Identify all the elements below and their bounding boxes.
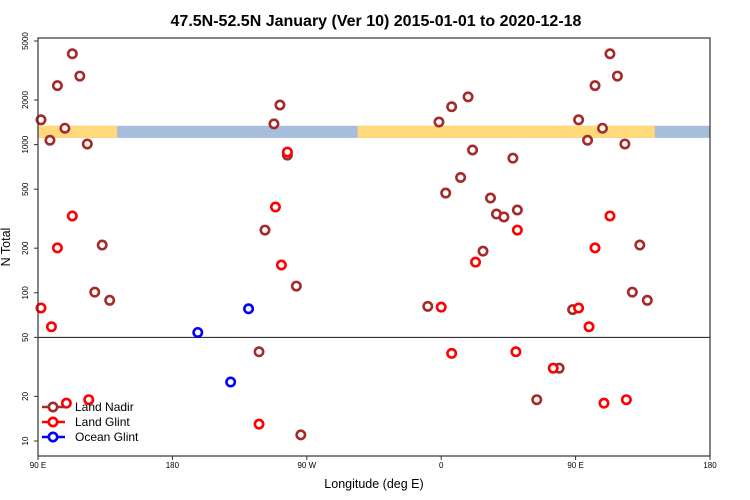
point-land-nadir xyxy=(268,118,280,130)
legend-marker xyxy=(47,431,59,443)
point-land-nadir xyxy=(295,429,307,441)
point-land-nadir xyxy=(589,80,601,92)
point-land-nadir xyxy=(104,294,116,306)
point-land-nadir xyxy=(611,70,623,82)
point-ocean-glint xyxy=(243,303,255,315)
point-land-nadir xyxy=(507,152,519,164)
x-tick-label: 0 xyxy=(439,461,444,470)
point-land-glint xyxy=(435,301,447,313)
y-tick-label: 1000 xyxy=(21,135,30,153)
land-band xyxy=(38,125,118,138)
point-land-nadir xyxy=(467,144,479,156)
point-land-nadir xyxy=(59,122,71,134)
point-land-glint xyxy=(66,210,78,222)
y-tick-label: 20 xyxy=(21,391,30,400)
point-land-glint xyxy=(547,362,559,374)
y-tick-label: 500 xyxy=(21,182,30,196)
y-tick-label: 5000 xyxy=(21,32,30,50)
point-land-glint xyxy=(510,346,522,358)
point-ocean-glint xyxy=(192,326,204,338)
x-axis-label: Longitude (deg E) xyxy=(324,477,423,491)
x-tick-label: 180 xyxy=(166,461,180,470)
point-land-glint xyxy=(446,347,458,359)
point-land-glint xyxy=(281,146,293,158)
point-land-nadir xyxy=(455,171,467,183)
x-tick-label: 90 E xyxy=(30,461,46,470)
point-land-nadir xyxy=(290,280,302,292)
point-land-nadir xyxy=(634,239,646,251)
y-tick-label: 200 xyxy=(21,241,30,255)
point-land-nadir xyxy=(253,346,265,358)
point-land-nadir xyxy=(66,48,78,60)
legend-label: Land Nadir xyxy=(75,400,134,414)
x-axis: 90 E 180 90 W 0 90 E 180 xyxy=(30,456,717,470)
point-land-glint xyxy=(275,259,287,271)
plot-frame xyxy=(37,37,711,457)
y-axis-label: N Total xyxy=(0,228,13,267)
chart-title: 47.5N-52.5N January (Ver 10) 2015-01-01 … xyxy=(171,13,582,30)
point-land-nadir xyxy=(596,122,608,134)
point-land-glint xyxy=(51,242,63,254)
point-land-nadir xyxy=(477,245,489,257)
y-tick-label: 2000 xyxy=(21,91,30,109)
y-tick-label: 50 xyxy=(21,332,30,341)
map-strip xyxy=(38,125,710,138)
point-land-glint xyxy=(620,394,632,406)
legend-label: Ocean Glint xyxy=(75,430,139,444)
point-land-glint xyxy=(604,210,616,222)
legend-label: Land Glint xyxy=(75,415,130,429)
point-land-nadir xyxy=(259,224,271,236)
legend-marker xyxy=(47,401,59,413)
land-band xyxy=(357,125,655,138)
point-ocean-glint xyxy=(225,376,237,388)
point-land-nadir xyxy=(433,116,445,128)
point-land-nadir xyxy=(446,101,458,113)
point-land-glint xyxy=(83,394,95,406)
point-land-nadir xyxy=(44,134,56,146)
point-land-nadir xyxy=(511,204,523,216)
point-land-glint xyxy=(35,302,47,314)
point-land-glint xyxy=(60,397,72,409)
x-tick-label: 90 E xyxy=(567,461,583,470)
point-land-nadir xyxy=(96,239,108,251)
data-points xyxy=(35,48,653,441)
point-land-nadir xyxy=(484,192,496,204)
y-tick-label: 10 xyxy=(21,436,30,445)
point-land-nadir xyxy=(89,286,101,298)
point-land-nadir xyxy=(35,114,47,126)
point-land-nadir xyxy=(573,114,585,126)
point-land-nadir xyxy=(604,48,616,60)
y-axis: 10 20 50 100 200 500 1000 2000 5000 xyxy=(21,32,38,445)
point-land-nadir xyxy=(422,300,434,312)
x-tick-label: 180 xyxy=(703,461,717,470)
point-land-nadir xyxy=(626,286,638,298)
point-land-glint xyxy=(583,321,595,333)
point-land-nadir xyxy=(582,134,594,146)
point-land-glint xyxy=(470,256,482,268)
point-land-nadir xyxy=(619,138,631,150)
point-land-nadir xyxy=(498,211,510,223)
point-land-nadir xyxy=(531,394,543,406)
point-land-glint xyxy=(589,242,601,254)
point-land-nadir xyxy=(81,138,93,150)
point-land-glint xyxy=(45,321,57,333)
point-land-nadir xyxy=(440,187,452,199)
point-land-glint xyxy=(511,224,523,236)
point-land-nadir xyxy=(74,70,86,82)
point-land-glint xyxy=(598,397,610,409)
x-tick-label: 90 W xyxy=(297,461,316,470)
point-land-glint xyxy=(253,418,265,430)
legend-marker xyxy=(47,416,59,428)
point-land-nadir xyxy=(641,294,653,306)
point-land-nadir xyxy=(462,91,474,103)
point-land-nadir xyxy=(274,99,286,111)
point-land-glint xyxy=(269,201,281,213)
point-land-nadir xyxy=(51,80,63,92)
y-tick-label: 100 xyxy=(21,286,30,300)
point-land-glint xyxy=(573,302,585,314)
